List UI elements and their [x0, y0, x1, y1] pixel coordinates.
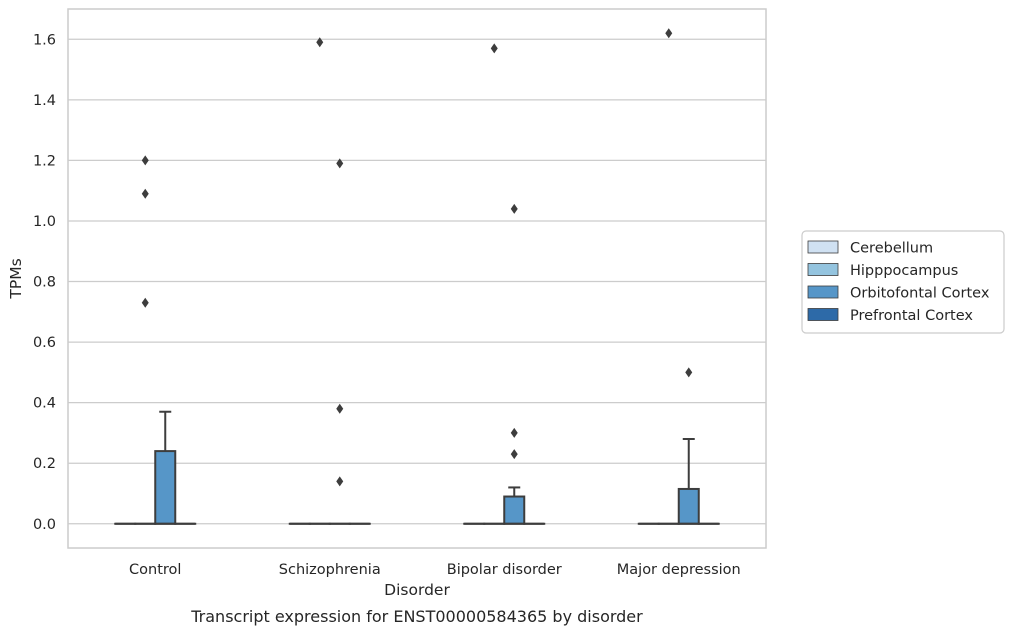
legend-entry: Prefrontal Cortex	[850, 308, 973, 324]
y-tick-label: 1.2	[33, 153, 56, 169]
outlier-point	[490, 43, 498, 54]
legend-swatch	[807, 308, 839, 321]
category-group	[463, 43, 546, 525]
legend-frame	[801, 230, 1005, 334]
y-axis-ticks: 0.0 0.2 0.4 0.6 0.8 1.0 1.2 1.4 1.6	[33, 32, 56, 532]
y-tick-label: 1.6	[33, 32, 56, 48]
plot-frame	[67, 8, 767, 549]
outlier-point	[510, 203, 518, 214]
outlier-point	[316, 37, 324, 48]
y-tick-label: 0.2	[33, 456, 56, 472]
outlier-point	[685, 367, 693, 378]
outlier-point	[510, 449, 518, 460]
y-tick-label: 1.4	[33, 93, 56, 109]
y-axis-label: TPMs	[7, 258, 25, 299]
gridlines	[68, 38, 766, 525]
x-tick-label: Schizophrenia	[279, 562, 381, 578]
y-tick-label: 0.8	[33, 275, 56, 291]
outlier-point	[141, 297, 149, 308]
y-tick-label: 0.6	[33, 335, 56, 351]
x-axis-label: Disorder	[384, 581, 450, 599]
box-orbitofontal-cortex	[154, 450, 177, 525]
outlier-point	[510, 427, 518, 438]
category-group	[637, 28, 720, 525]
category-group	[114, 155, 197, 525]
outlier-point	[141, 188, 149, 199]
legend-swatch	[807, 240, 839, 254]
y-tick-label: 1.0	[33, 214, 56, 230]
y-tick-label: 0.4	[33, 396, 56, 412]
outlier-point	[141, 155, 149, 166]
legend-entry: Orbitofontal Cortex	[850, 286, 990, 302]
category-group	[288, 37, 371, 525]
legend-entry: Cerebellum	[850, 241, 933, 257]
legend: Cerebellum Hipppocampus Orbitofontal Corte…	[801, 230, 1005, 334]
outlier-point	[336, 403, 344, 414]
x-tick-label: Bipolar disorder	[447, 562, 562, 578]
box-orbitofontal-cortex	[503, 495, 526, 525]
x-axis-ticks: Control Schizophrenia Bipolar disorder Majo…	[129, 562, 741, 578]
y-tick-label: 0.0	[33, 517, 56, 533]
outlier-point	[336, 476, 344, 487]
outlier-point	[336, 158, 344, 169]
x-tick-label: Major depression	[617, 562, 741, 578]
legend-entry: Hipppocampus	[850, 263, 958, 279]
box-groups	[114, 28, 720, 525]
legend-swatch	[807, 285, 839, 299]
legend-swatch	[807, 263, 839, 276]
box-orbitofontal-cortex	[677, 487, 700, 525]
chart-caption: Transcript expression for ENST0000058436…	[190, 607, 643, 626]
x-tick-label: Control	[129, 562, 181, 578]
outlier-point	[665, 28, 673, 39]
